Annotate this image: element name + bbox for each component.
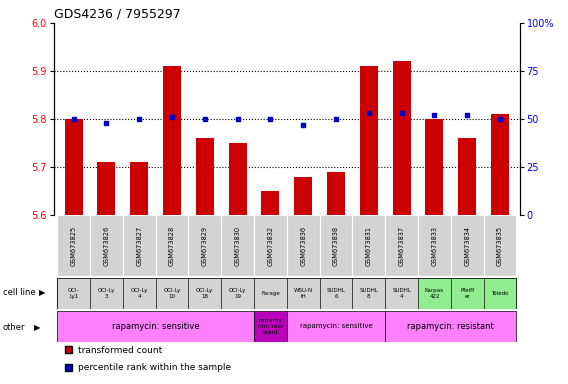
Point <box>201 116 210 122</box>
Bar <box>123 215 156 276</box>
Bar <box>254 278 287 309</box>
Text: GSM673828: GSM673828 <box>169 226 175 266</box>
Text: GSM673834: GSM673834 <box>464 226 470 266</box>
Text: ▶: ▶ <box>39 288 45 298</box>
Point <box>69 116 78 122</box>
Point <box>397 110 406 116</box>
Text: OCI-Ly
4: OCI-Ly 4 <box>131 288 148 299</box>
Bar <box>451 278 483 309</box>
Bar <box>163 66 181 215</box>
Text: GSM673837: GSM673837 <box>399 226 404 266</box>
Text: OCI-Ly
19: OCI-Ly 19 <box>229 288 247 299</box>
Bar <box>90 278 123 309</box>
Text: GSM673832: GSM673832 <box>268 226 273 266</box>
Bar <box>189 278 222 309</box>
Text: GSM673833: GSM673833 <box>432 226 437 266</box>
Bar <box>254 311 287 342</box>
Bar <box>451 215 483 276</box>
Bar <box>418 278 451 309</box>
Text: GSM673831: GSM673831 <box>366 226 372 266</box>
Bar <box>196 138 214 215</box>
Point <box>430 112 439 118</box>
Bar <box>425 119 444 215</box>
Text: rapamycin: resistant: rapamycin: resistant <box>407 322 494 331</box>
Point <box>102 120 111 126</box>
Bar <box>385 311 516 342</box>
Bar <box>287 278 320 309</box>
Bar <box>385 215 418 276</box>
Bar <box>491 114 509 215</box>
Point <box>135 116 144 122</box>
Text: rapamycin: sensitive: rapamycin: sensitive <box>112 322 199 331</box>
Text: OCI-Ly
18: OCI-Ly 18 <box>196 288 214 299</box>
Text: ▶: ▶ <box>34 323 40 332</box>
Text: SUDHL
8: SUDHL 8 <box>360 288 378 299</box>
Point <box>463 112 472 118</box>
Bar <box>130 162 148 215</box>
Bar <box>418 215 451 276</box>
Bar <box>57 311 254 342</box>
Bar <box>228 143 247 215</box>
Bar <box>57 278 90 309</box>
Bar <box>352 215 385 276</box>
Bar <box>189 215 222 276</box>
Bar <box>98 162 115 215</box>
Text: transformed count: transformed count <box>78 346 162 355</box>
Text: GSM673829: GSM673829 <box>202 226 208 266</box>
Text: GSM673836: GSM673836 <box>300 226 306 266</box>
Text: OCI-Ly
10: OCI-Ly 10 <box>164 288 181 299</box>
Bar <box>222 215 254 276</box>
Bar <box>360 66 378 215</box>
Bar <box>483 278 516 309</box>
Text: OCI-Ly
3: OCI-Ly 3 <box>98 288 115 299</box>
Text: GSM673826: GSM673826 <box>103 226 110 266</box>
Bar <box>392 61 411 215</box>
Text: rapamy
cin: resi
stant: rapamy cin: resi stant <box>258 318 283 335</box>
Text: percentile rank within the sample: percentile rank within the sample <box>78 363 231 372</box>
Text: Pfeiff
er: Pfeiff er <box>460 288 474 299</box>
Text: WSU-N
IH: WSU-N IH <box>294 288 313 299</box>
Text: Toledo: Toledo <box>491 291 509 296</box>
Text: SUDHL
4: SUDHL 4 <box>392 288 411 299</box>
Text: other: other <box>3 323 26 332</box>
Text: cell line: cell line <box>3 288 35 298</box>
Point <box>495 116 504 122</box>
Bar <box>320 278 352 309</box>
Text: GSM673838: GSM673838 <box>333 226 339 266</box>
Text: GSM673825: GSM673825 <box>70 226 77 266</box>
Bar <box>90 215 123 276</box>
Text: GSM673830: GSM673830 <box>235 226 241 266</box>
Point <box>299 122 308 128</box>
Bar <box>320 215 352 276</box>
Text: Karpas
422: Karpas 422 <box>425 288 444 299</box>
Bar <box>287 215 320 276</box>
Bar <box>261 191 279 215</box>
Text: rapamycin: sensitive: rapamycin: sensitive <box>300 323 373 329</box>
Bar <box>327 172 345 215</box>
Point <box>332 116 341 122</box>
Bar <box>57 215 90 276</box>
Bar <box>287 311 385 342</box>
Bar <box>156 278 189 309</box>
Bar <box>222 278 254 309</box>
Bar <box>352 278 385 309</box>
Text: GSM673835: GSM673835 <box>497 226 503 266</box>
Text: GDS4236 / 7955297: GDS4236 / 7955297 <box>54 7 181 20</box>
Bar <box>65 119 83 215</box>
Point <box>233 116 242 122</box>
Text: SUDHL
6: SUDHL 6 <box>327 288 345 299</box>
Bar <box>458 138 476 215</box>
Bar <box>483 215 516 276</box>
Bar <box>156 215 189 276</box>
Text: GSM673827: GSM673827 <box>136 226 142 266</box>
Bar <box>385 278 418 309</box>
Point <box>168 114 177 120</box>
Bar <box>294 177 312 215</box>
Bar <box>123 278 156 309</box>
Bar <box>254 215 287 276</box>
Point <box>364 110 373 116</box>
Text: Farage: Farage <box>261 291 280 296</box>
Text: OCI-
Ly1: OCI- Ly1 <box>68 288 80 299</box>
Point <box>266 116 275 122</box>
